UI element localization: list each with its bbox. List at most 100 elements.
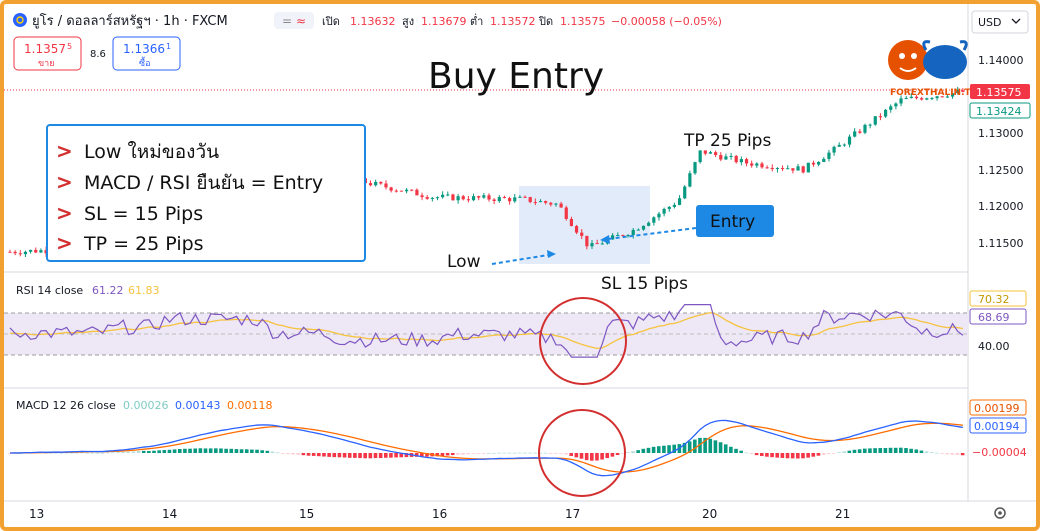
macd-hist-bar <box>260 450 264 453</box>
macd-hist-bar <box>116 452 120 453</box>
candle-body <box>889 106 893 110</box>
rsi-badge-text: 68.69 <box>978 311 1010 324</box>
candle-body <box>672 204 677 207</box>
macd-hist-bar <box>548 453 553 454</box>
rsi-badge-ma-text: 70.32 <box>978 293 1010 306</box>
settings-gear-icon[interactable] <box>994 507 1006 519</box>
macd-hist-bar <box>790 453 795 459</box>
macd-hist-badge-text: −0.00004 <box>972 446 1027 459</box>
macd-hist-bar <box>868 448 872 453</box>
currency-select[interactable] <box>971 10 1029 34</box>
macd-hist-bar <box>74 452 79 454</box>
time-axis[interactable]: 13 14 15 16 17 20 21 <box>29 507 850 521</box>
macd-line <box>9 419 963 477</box>
macd-lines <box>9 419 963 477</box>
buy-button[interactable]: 1.1366 1 ซื้อ <box>112 36 181 71</box>
macd-hist-bar <box>270 451 275 453</box>
candle-body <box>858 131 862 133</box>
time-tick: 21 <box>835 507 850 521</box>
macd-hist-bar <box>255 449 259 453</box>
macd-hist-bar <box>662 445 666 453</box>
macd-hist-bar <box>322 453 326 457</box>
candle-body <box>461 196 465 200</box>
candle-body <box>538 201 543 203</box>
candle-body <box>734 155 738 163</box>
candle-body <box>930 98 934 100</box>
candle-body <box>945 96 949 98</box>
macd-hist-bar <box>847 450 852 453</box>
macd-hist-bar <box>811 453 816 457</box>
ohlc-low-label: ต่ำ <box>470 13 483 28</box>
compare-wave-icon: ≈ <box>296 14 306 28</box>
macd-hist-bar <box>564 453 568 455</box>
candle-body <box>430 197 434 199</box>
compare-minus-icon: = <box>282 14 292 28</box>
candle-body <box>425 197 429 199</box>
macd-label[interactable]: MACD 12 26 close <box>16 399 116 412</box>
candle-body <box>456 196 460 201</box>
rsi-badge <box>969 308 1027 325</box>
candle-body <box>574 226 579 233</box>
sell-price: 1.1357 <box>24 42 66 56</box>
candle-body <box>853 131 857 137</box>
macd-hist-bar <box>893 447 898 453</box>
candle-body <box>688 173 692 187</box>
candle-body <box>657 213 661 218</box>
price-axis[interactable]: 1.14000 1.13000 1.12500 1.12000 1.11500 … <box>969 54 1031 250</box>
macd-hist-bar <box>147 450 151 453</box>
candle-body <box>482 195 486 198</box>
compare-toggle[interactable] <box>274 12 314 29</box>
macd-hist-bar <box>131 451 136 453</box>
candle-body <box>940 96 944 98</box>
candle-body <box>394 190 398 192</box>
macd-hist-bar <box>363 453 367 459</box>
macd-hist-bar <box>69 452 74 454</box>
macd-hist-bar <box>687 441 692 453</box>
macd-hist-bar <box>517 452 522 454</box>
macd-hist-bar <box>445 453 450 456</box>
candle-body <box>878 116 883 118</box>
candle-body <box>806 162 810 173</box>
macd-hist-bar <box>286 453 290 455</box>
candle-body <box>544 201 548 203</box>
macd-hist-bar <box>806 453 810 458</box>
sell-button[interactable]: 1.1357 5 ขาย <box>13 36 82 71</box>
rule-marker: > <box>56 139 73 163</box>
macd-hist-bar <box>337 453 342 458</box>
macd-hist-bar <box>739 450 743 453</box>
candle-body <box>585 235 589 247</box>
candle-body <box>513 197 517 202</box>
rsi-ma-value: 61.83 <box>128 284 160 297</box>
candle-body <box>616 235 620 237</box>
macd-hist-bar <box>208 448 213 453</box>
entry-callout <box>696 205 774 237</box>
macd-hist-bar <box>95 452 100 454</box>
macd-signal-badge-text: 0.00199 <box>974 402 1020 415</box>
macd-hist-bar <box>64 452 69 454</box>
candle-body <box>497 197 501 202</box>
macd-line-badge-text: 0.00194 <box>974 420 1020 433</box>
macd-hist-bar <box>471 453 476 454</box>
candle-body <box>920 98 924 100</box>
macd-hist-bar <box>538 452 543 454</box>
rsi-highlight-circle <box>539 297 627 385</box>
macd-hist-bar <box>600 453 604 460</box>
macd-hist-bar <box>940 453 944 454</box>
time-tick: 20 <box>702 507 717 521</box>
macd-hist-bar <box>708 438 713 453</box>
candle-body <box>714 152 718 156</box>
macd-hist-bar <box>651 446 656 453</box>
symbol-title[interactable]: ยูโร / ดอลลาร์สหรัฐฯ · 1h · FXCM <box>32 13 228 29</box>
macd-hist-bar <box>780 453 785 458</box>
macd-hist-bar <box>280 453 285 454</box>
daily-close-point <box>839 99 841 101</box>
macd-hist-bar <box>873 448 877 453</box>
macd-hist-bar <box>332 453 337 458</box>
candle-body <box>842 144 846 146</box>
rsi-label[interactable]: RSI 14 close <box>16 284 83 297</box>
rsi-ma-line <box>9 311 963 350</box>
candle-body <box>368 183 373 186</box>
candle-body <box>667 206 671 209</box>
time-tick: 16 <box>432 507 447 521</box>
candle-body <box>564 207 568 219</box>
